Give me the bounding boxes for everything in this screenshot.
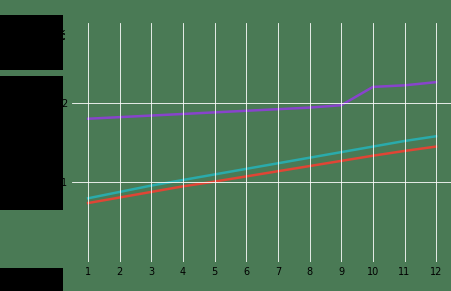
Text: Cena v
1 000 Kč: Cena v 1 000 Kč xyxy=(5,15,65,42)
